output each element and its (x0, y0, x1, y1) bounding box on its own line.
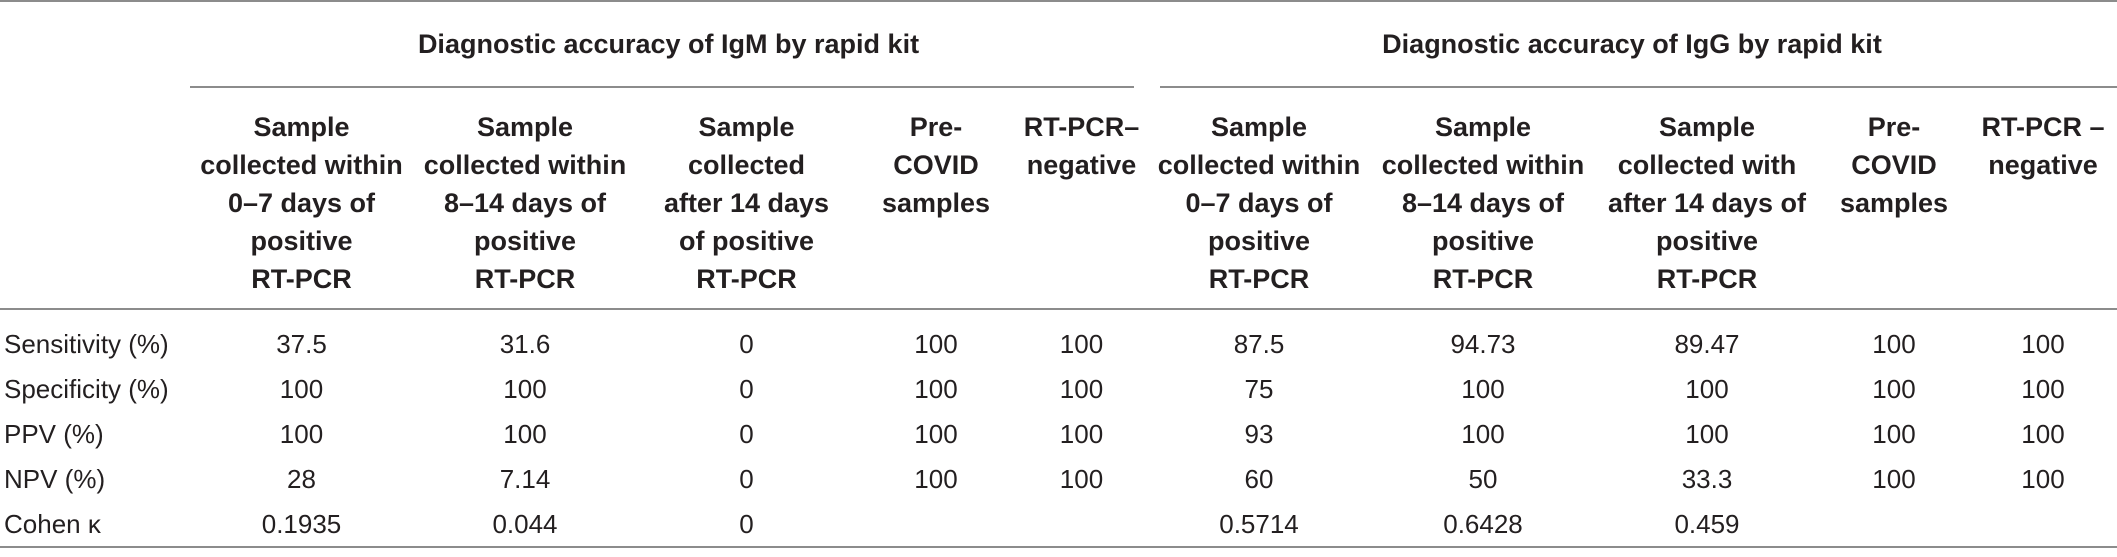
table-row-cohen-kappa: Cohen κ 0.1935 0.044 0 0.5714 0.6428 0.4… (0, 502, 2117, 548)
table-cell: 0.6428 (1371, 502, 1595, 548)
table-cell: 100 (503, 419, 547, 449)
table-cell: 31.6 (499, 329, 551, 359)
table-cell (1819, 502, 1969, 548)
table-cell: 100 (1059, 464, 1104, 494)
table-cell: 0 (739, 374, 754, 404)
table-cell: 100 (1872, 464, 1916, 494)
table-cell (856, 502, 1016, 548)
table-row-specificity: Specificity (%) 100 100 0 100 100 75 100… (0, 367, 2117, 412)
column-header-igm-pre-covid: Pre- COVID samples (881, 112, 991, 218)
table-cell (1016, 502, 1147, 548)
table-cell: 0 (739, 329, 754, 359)
table-cell: 60 (1244, 464, 1274, 494)
group-header-row: Diagnostic accuracy of IgM by rapid kit … (0, 2, 2117, 87)
table-cell: 0.5714 (1147, 502, 1371, 548)
column-header-igm-0-7-days: Sample collected within 0–7 days of positiv… (200, 112, 403, 294)
table-cell: 100 (1685, 419, 1729, 449)
table-cell: 50 (1468, 464, 1498, 494)
table-cell: 100 (914, 329, 958, 359)
column-header-igg-pre-covid: Pre- COVID samples (1839, 112, 1949, 218)
row-label: PPV (%) (4, 419, 104, 449)
table-cell: 0.044 (413, 502, 637, 548)
table-cell: 100 (2021, 374, 2065, 404)
column-header-igm-after-14-days: Sample collected after 14 days of positive R… (663, 112, 830, 294)
table-cell: 0.459 (1595, 502, 1819, 548)
table-cell: 33.3 (1681, 464, 1733, 494)
column-header-igm-rtpcr-negative: RT-PCR– negative (1023, 112, 1140, 180)
table-cell: 100 (1059, 329, 1104, 359)
row-label: Cohen κ (0, 502, 190, 548)
table-cell: 100 (914, 464, 958, 494)
table-cell: 100 (1872, 374, 1916, 404)
table-cell: 89.47 (1674, 329, 1740, 359)
table-cell: 100 (1872, 329, 1916, 359)
table-cell: 37.5 (276, 329, 327, 359)
table-cell: 7.14 (499, 464, 551, 494)
table-cell: 93 (1244, 419, 1274, 449)
table-cell: 0 (637, 502, 856, 548)
igg-group-header: Diagnostic accuracy of IgG by rapid kit (1382, 28, 1882, 59)
table-row-npv: NPV (%) 28 7.14 0 100 100 60 50 33.3 100… (0, 457, 2117, 502)
table-cell: 28 (287, 464, 316, 494)
table-cell: 100 (1872, 419, 1916, 449)
table-cell: 100 (914, 374, 958, 404)
table-cell: 100 (1685, 374, 1729, 404)
table-cell: 100 (2021, 464, 2065, 494)
table-cell: 100 (503, 374, 547, 404)
table-cell (1969, 502, 2117, 548)
table-cell: 0 (739, 419, 754, 449)
stub-header-empty (0, 2, 190, 87)
row-label: NPV (%) (4, 464, 106, 494)
table-row-ppv: PPV (%) 100 100 0 100 100 93 100 100 100… (0, 412, 2117, 457)
row-label: Specificity (%) (4, 374, 169, 404)
igm-group-header: Diagnostic accuracy of IgM by rapid kit (417, 28, 920, 59)
table-cell: 94.73 (1450, 329, 1516, 359)
table-cell: 100 (2021, 329, 2065, 359)
table-cell: 100 (914, 419, 958, 449)
column-header-igg-rtpcr-negative: RT-PCR – negative (1981, 112, 2105, 180)
table-row-sensitivity: Sensitivity (%) 37.5 31.6 0 100 100 87.5… (0, 309, 2117, 367)
column-header-igg-8-14-days: Sample collected within 8–14 days of positi… (1381, 112, 1585, 294)
row-label: Sensitivity (%) (4, 329, 169, 359)
table-cell: 100 (279, 419, 324, 449)
table-cell: 0.1935 (190, 502, 413, 548)
stub-column-header (0, 88, 190, 309)
table-cell: 100 (1461, 419, 1505, 449)
table-cell: 100 (279, 374, 324, 404)
column-header-igm-8-14-days: Sample collected within 8–14 days of positi… (423, 112, 627, 294)
column-header-igg-0-7-days: Sample collected within 0–7 days of positiv… (1157, 112, 1361, 294)
table-cell: 0 (739, 464, 754, 494)
table-cell: 100 (1059, 419, 1104, 449)
column-header-igg-after-14-days: Sample collected with after 14 days of posi… (1607, 112, 1807, 294)
table-cell: 87.5 (1233, 329, 1285, 359)
table-cell: 100 (2021, 419, 2065, 449)
table-cell: 100 (1461, 374, 1505, 404)
column-header-row: Sample collected within 0–7 days of positiv… (0, 88, 2117, 309)
table-cell: 75 (1244, 374, 1274, 404)
table-cell: 100 (1059, 374, 1104, 404)
